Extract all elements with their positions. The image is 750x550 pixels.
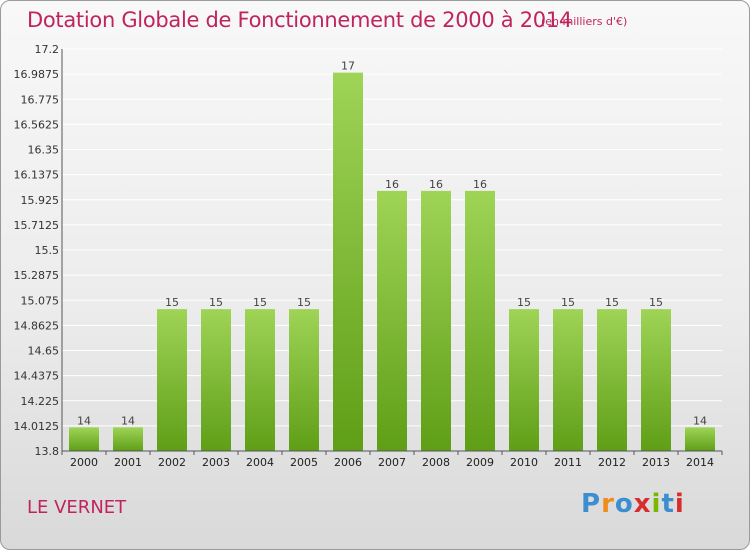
logo-letter: i — [674, 489, 685, 519]
bar — [69, 427, 99, 451]
x-tick-label: 2013 — [642, 456, 670, 469]
bar-value-label: 16 — [429, 178, 443, 191]
bar — [641, 309, 671, 451]
y-tick-label: 16.1375 — [14, 169, 60, 182]
bar-value-label: 14 — [77, 414, 91, 427]
bar-value-label: 15 — [209, 296, 223, 309]
x-tick-label: 2005 — [290, 456, 318, 469]
bar — [245, 309, 275, 451]
y-tick-label: 16.5625 — [14, 118, 60, 131]
bar — [597, 309, 627, 451]
y-tick-label: 14.65 — [28, 345, 60, 358]
y-tick-label: 14.4375 — [14, 370, 60, 383]
y-tick-label: 14.225 — [21, 395, 60, 408]
x-tick-label: 2012 — [598, 456, 626, 469]
y-tick-label: 15.075 — [21, 294, 60, 307]
bar — [377, 190, 407, 451]
commune-name: LE VERNET — [27, 497, 127, 518]
logo-letter: o — [614, 489, 634, 519]
y-tick-label: 14.0125 — [14, 420, 60, 433]
x-tick-label: 2010 — [510, 456, 538, 469]
x-tick-label: 2014 — [686, 456, 714, 469]
logo-letter: x — [633, 489, 652, 519]
bar — [157, 309, 187, 451]
bar-value-label: 15 — [165, 296, 179, 309]
bar — [553, 309, 583, 451]
bar-value-label: 15 — [297, 296, 311, 309]
x-tick-label: 2004 — [246, 456, 274, 469]
x-tick-label: 2007 — [378, 456, 406, 469]
chart-title: Dotation Globale de Fonctionnement de 20… — [27, 8, 572, 32]
y-tick-label: 16.775 — [21, 93, 60, 106]
x-tick-label: 2003 — [202, 456, 230, 469]
bar-value-label: 15 — [605, 296, 619, 309]
y-tick-label: 13.8 — [35, 445, 60, 458]
x-tick-label: 2011 — [554, 456, 582, 469]
x-tick-label: 2008 — [422, 456, 450, 469]
bar — [509, 309, 539, 451]
chart-unit: (en milliers d'€) — [541, 15, 628, 28]
y-tick-label: 17.2 — [35, 43, 60, 56]
bar — [201, 309, 231, 451]
logo-letter: r — [601, 489, 615, 519]
bar-value-label: 14 — [693, 414, 707, 427]
x-tick-label: 2002 — [158, 456, 186, 469]
logo-letter: t — [661, 489, 675, 519]
x-tick-label: 2001 — [114, 456, 142, 469]
y-tick-label: 15.2875 — [14, 269, 60, 282]
bar-value-label: 14 — [121, 414, 135, 427]
y-tick-label: 16.35 — [28, 144, 60, 157]
y-tick-label: 16.9875 — [14, 68, 60, 81]
y-tick-label: 15.7125 — [14, 219, 60, 232]
y-tick-label: 15.5 — [35, 244, 60, 257]
bar-value-label: 15 — [517, 296, 531, 309]
logo-letter: i — [651, 489, 662, 519]
x-tick-label: 2000 — [70, 456, 98, 469]
bar-value-label: 16 — [473, 178, 487, 191]
bar — [465, 190, 495, 451]
x-tick-label: 2009 — [466, 456, 494, 469]
bar — [289, 309, 319, 451]
bar — [421, 190, 451, 451]
bar — [685, 427, 715, 451]
proxiti-logo: Proxiti — [581, 489, 685, 519]
bar-value-label: 15 — [561, 296, 575, 309]
x-tick-label: 2006 — [334, 456, 362, 469]
bar — [113, 427, 143, 451]
bar-value-label: 15 — [649, 296, 663, 309]
bar-value-label: 16 — [385, 178, 399, 191]
y-tick-label: 15.925 — [21, 194, 60, 207]
bar — [333, 72, 363, 451]
y-tick-label: 14.8625 — [14, 319, 60, 332]
bar-value-label: 15 — [253, 296, 267, 309]
bar-value-label: 17 — [341, 60, 355, 73]
logo-letter: P — [581, 489, 602, 519]
